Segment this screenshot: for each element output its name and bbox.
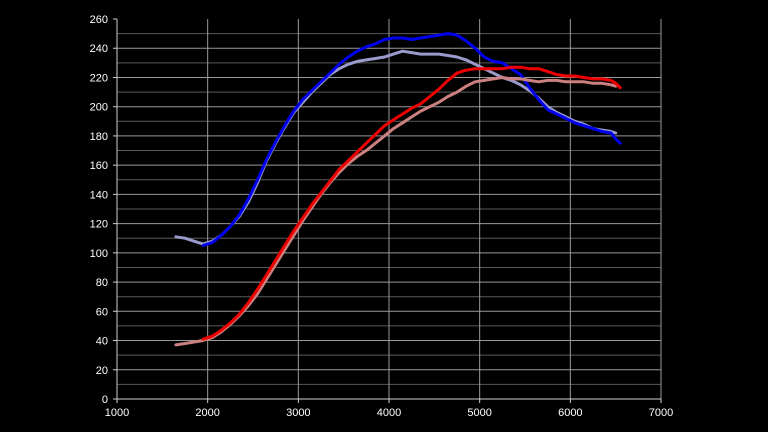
x-tick-label: 4000 — [377, 407, 401, 419]
y-tick-label: 220 — [90, 72, 108, 84]
x-tick-label: 1000 — [105, 407, 129, 419]
y-tick-label: 20 — [96, 365, 108, 377]
y-tick-label: 120 — [90, 219, 108, 231]
y-axis-tick-labels: 0 20 40 60 80 100 120 140 160 180 200 220 240 260 — [90, 14, 108, 406]
y-tick-label: 40 — [96, 336, 108, 348]
x-axis-tick-labels: 1000 2000 3000 4000 5000 6000 7000 — [105, 407, 673, 419]
x-tick-label: 2000 — [195, 407, 219, 419]
y-tick-label: 180 — [90, 131, 108, 143]
y-tick-label: 80 — [96, 277, 108, 289]
series-line-3 — [174, 76, 618, 347]
x-tick-label: 5000 — [467, 407, 491, 419]
x-tick-label: 7000 — [649, 407, 673, 419]
series-line-4 — [201, 65, 622, 341]
x-tick-label: 6000 — [558, 407, 582, 419]
y-tick-label: 140 — [90, 189, 108, 201]
plot-axes — [113, 18, 662, 403]
y-tick-label: 160 — [90, 160, 108, 172]
y-tick-label: 60 — [96, 306, 108, 318]
y-tick-label: 260 — [90, 14, 108, 26]
y-tick-label: 0 — [102, 394, 108, 406]
y-tick-label: 200 — [90, 102, 108, 114]
x-tick-label: 3000 — [286, 407, 310, 419]
y-tick-label: 100 — [90, 248, 108, 260]
series-layer — [174, 32, 622, 347]
series-line-2 — [201, 32, 622, 247]
y-tick-label: 240 — [90, 43, 108, 55]
